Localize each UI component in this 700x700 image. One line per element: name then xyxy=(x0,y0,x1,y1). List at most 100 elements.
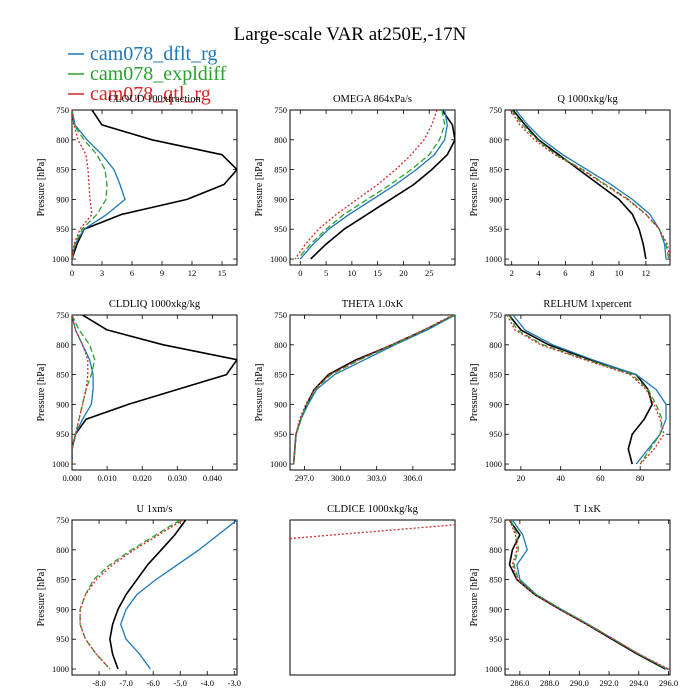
x-tick-label: 8 xyxy=(590,268,594,278)
series-group xyxy=(72,110,237,260)
y-tick-label: 950 xyxy=(489,429,502,439)
y-tick-label: 900 xyxy=(489,604,502,614)
series-group xyxy=(72,315,237,464)
y-tick-label: 850 xyxy=(274,165,287,175)
series-line xyxy=(292,315,455,465)
y-tick-label: 1000 xyxy=(52,459,69,469)
series-line xyxy=(72,110,108,260)
y-tick-label: 900 xyxy=(489,194,502,204)
x-tick-label: 294.0 xyxy=(629,678,648,688)
y-tick-label: 850 xyxy=(489,165,502,175)
x-tick-label: -4.0 xyxy=(201,678,214,688)
y-tick-label: 850 xyxy=(56,575,69,585)
x-tick-label: 15 xyxy=(373,268,382,278)
y-tick-label: 800 xyxy=(489,545,502,555)
y-tick-label: 850 xyxy=(56,370,69,380)
series-line xyxy=(72,315,89,464)
x-tick-label: -8.0 xyxy=(92,678,105,688)
x-tick-label: 3 xyxy=(100,268,104,278)
x-tick-label: 6 xyxy=(563,268,567,278)
y-tick-label: 800 xyxy=(274,340,287,350)
x-tick-label: 15 xyxy=(218,268,227,278)
y-tick-label: 950 xyxy=(274,429,287,439)
x-tick-label: 292.0 xyxy=(599,678,618,688)
series-line xyxy=(294,110,438,260)
y-tick-label: 800 xyxy=(56,340,69,350)
series-line xyxy=(512,110,647,260)
x-tick-label: 286.0 xyxy=(510,678,529,688)
series-line xyxy=(506,315,665,465)
legend-entry: cam078_expldiff xyxy=(90,63,227,85)
panel-title: CLOUD 100xfraction xyxy=(108,94,201,105)
series-line xyxy=(292,315,455,465)
y-tick-label: 1000 xyxy=(52,664,69,674)
x-tick-label: 40 xyxy=(556,473,565,483)
y-axis-label: Pressure [hPa] xyxy=(36,158,47,216)
x-tick-label: 20 xyxy=(399,268,408,278)
y-tick-label: 750 xyxy=(56,515,69,525)
series-group xyxy=(509,110,670,260)
y-tick-label: 750 xyxy=(489,310,502,320)
y-axis-label: Pressure [hPa] xyxy=(36,363,47,421)
panel-frame xyxy=(289,314,456,471)
series-line xyxy=(297,110,446,260)
y-tick-label: 900 xyxy=(56,194,69,204)
x-tick-label: 25 xyxy=(425,268,434,278)
y-axis-label: Pressure [hPa] xyxy=(469,568,480,626)
y-tick-label: 900 xyxy=(274,399,287,409)
y-tick-label: 750 xyxy=(274,310,287,320)
y-tick-label: 900 xyxy=(274,194,287,204)
y-tick-label: 900 xyxy=(56,399,69,409)
y-tick-label: 800 xyxy=(489,135,502,145)
series-line xyxy=(511,110,670,260)
panel-title: CLDICE 1000xkg/kg xyxy=(327,504,418,515)
panel-frame xyxy=(289,109,456,266)
x-tick-label: 0.020 xyxy=(133,473,152,483)
y-tick-label: 900 xyxy=(489,399,502,409)
panel-frame xyxy=(71,314,238,471)
y-tick-label: 800 xyxy=(56,545,69,555)
y-tick-label: 950 xyxy=(56,429,69,439)
y-tick-label: 850 xyxy=(274,370,287,380)
x-tick-label: -6.0 xyxy=(146,678,159,688)
x-tick-label: 20 xyxy=(517,473,526,483)
series-line xyxy=(299,110,448,260)
y-tick-label: 750 xyxy=(56,105,69,115)
legend-entry: cam078_dflt_rg xyxy=(90,43,217,65)
y-tick-label: 750 xyxy=(274,105,287,115)
y-axis-label: Pressure [hPa] xyxy=(254,158,265,216)
x-tick-label: -5.0 xyxy=(173,678,186,688)
y-tick-label: 800 xyxy=(274,135,287,145)
y-tick-label: 850 xyxy=(56,165,69,175)
panel-8: CLDICE 1000xkg/kg xyxy=(289,504,456,676)
series-line xyxy=(120,520,237,670)
panel-frame xyxy=(71,109,238,266)
panel-9: T 1xK 750 800 850 900 950 1000 286.0 288.0 290.0 2… xyxy=(469,504,678,688)
series-line xyxy=(292,315,453,465)
panel-title: Q 1000xkg/kg xyxy=(557,94,618,105)
panel-5: THETA 1.0xK 750 800 850 900 950 1000 297.0 300.0… xyxy=(254,299,456,483)
y-tick-label: 950 xyxy=(56,634,69,644)
legend: cam078_dflt_rgcam078_expldiffcam078_qtl_… xyxy=(68,43,227,105)
x-tick-label: 296.0 xyxy=(659,678,678,688)
x-tick-label: 0 xyxy=(298,268,302,278)
panel-title: OMEGA 864xPa/s xyxy=(333,94,412,105)
y-tick-label: 800 xyxy=(489,340,502,350)
series-line xyxy=(79,520,184,670)
series-line xyxy=(72,110,237,260)
panel-frame xyxy=(504,314,671,471)
y-tick-label: 850 xyxy=(489,575,502,585)
x-tick-label: 288.0 xyxy=(540,678,559,688)
panel-title: CLDLIQ 1000xkg/kg xyxy=(109,299,201,310)
series-line xyxy=(72,315,237,464)
y-tick-label: 1000 xyxy=(270,459,287,469)
panel-6: RELHUM 1xpercent 750 800 850 900 950 1000 20 40 6… xyxy=(469,299,671,483)
y-tick-label: 950 xyxy=(56,224,69,234)
series-line xyxy=(72,110,93,260)
y-tick-label: 900 xyxy=(56,604,69,614)
panel-title: THETA 1.0xK xyxy=(342,299,404,310)
y-tick-label: 950 xyxy=(489,224,502,234)
y-tick-label: 1000 xyxy=(52,254,69,264)
series-line xyxy=(509,110,670,260)
